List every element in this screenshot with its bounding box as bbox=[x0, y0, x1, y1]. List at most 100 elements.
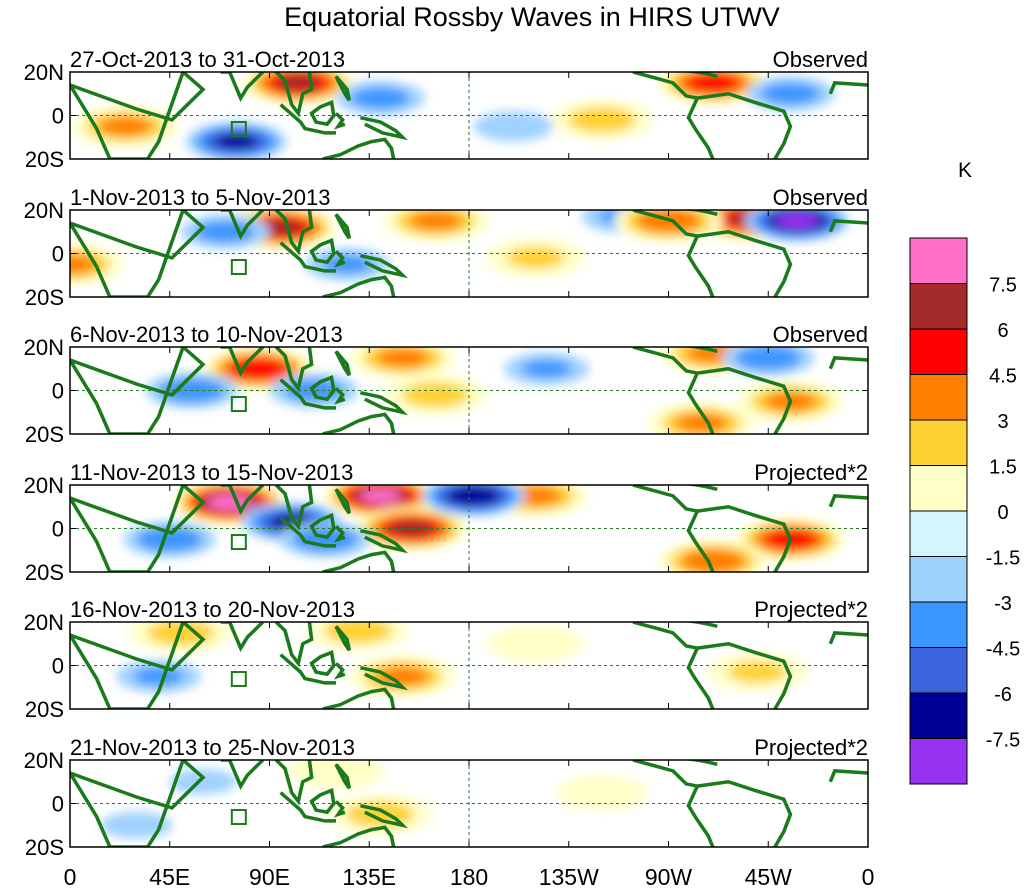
anomaly-contour bbox=[229, 358, 288, 380]
anomaly-contour bbox=[521, 359, 572, 378]
y-tick-label: 0 bbox=[52, 792, 64, 817]
x-tick-label: 90E bbox=[249, 864, 290, 890]
anomaly-contour bbox=[409, 211, 462, 231]
anomaly-contour bbox=[680, 549, 745, 572]
anomaly-contours bbox=[123, 485, 846, 572]
anomaly-contour bbox=[169, 769, 237, 795]
colorbar-level-label: 1.5 bbox=[989, 457, 1017, 479]
y-tick-label: 20N bbox=[24, 473, 64, 498]
colorbar: K 7.5 6 4.5 3 1.5 0 -1.5 -3 -4.5 -6 -7.5 bbox=[909, 159, 1020, 785]
y-tick-label: 20S bbox=[25, 285, 64, 310]
anomaly-contour bbox=[214, 133, 259, 150]
colorbar-level-label: 3 bbox=[997, 411, 1008, 433]
y-tick-label: 20S bbox=[25, 560, 64, 585]
chart-title: Equatorial Rossby Waves in HIRS UTWV bbox=[284, 2, 780, 32]
anomaly-contour bbox=[206, 494, 253, 511]
colorbar-swatch bbox=[909, 419, 968, 466]
anomaly-contour bbox=[487, 624, 584, 663]
anomaly-contour bbox=[505, 246, 566, 269]
y-tick-label: 20N bbox=[24, 198, 64, 223]
x-tick-label: 135E bbox=[342, 864, 396, 890]
anomaly-contour bbox=[376, 667, 429, 686]
colorbar-level-label: 4.5 bbox=[989, 366, 1017, 388]
anomaly-contour bbox=[100, 811, 173, 839]
panel-kind-label: Projected*2 bbox=[754, 735, 868, 760]
anomaly-contour bbox=[761, 82, 820, 105]
panel-period-label: 21-Nov-2013 to 25-Nov-2013 bbox=[70, 735, 355, 760]
anomaly-contour bbox=[735, 347, 801, 371]
map-panel: 20N 0 20S 1-Nov-2013 to 5-Nov-2013 Observed bbox=[24, 185, 869, 310]
reference-box bbox=[230, 534, 247, 551]
anomaly-contour bbox=[195, 220, 255, 243]
x-axis: 0 45E 90E 135E 180 135W 90W 45W 0 bbox=[64, 864, 875, 890]
colorbar-swatch bbox=[909, 738, 968, 785]
panel-kind-label: Projected*2 bbox=[754, 597, 868, 622]
panel-period-label: 27-Oct-2013 to 31-Oct-2013 bbox=[70, 47, 345, 72]
y-tick-label: 20S bbox=[25, 147, 64, 172]
x-tick-label: 0 bbox=[64, 864, 77, 890]
y-tick-label: 0 bbox=[52, 379, 64, 404]
reference-box bbox=[230, 396, 247, 413]
colorbar-level-label: -4.5 bbox=[986, 639, 1020, 661]
map-panel: 20N 0 20S 21-Nov-2013 to 25-Nov-2013 Project… bbox=[24, 735, 869, 860]
anomaly-contour bbox=[99, 117, 152, 136]
y-tick-label: 0 bbox=[52, 104, 64, 129]
anomaly-contour bbox=[133, 667, 184, 686]
y-tick-label: 20S bbox=[25, 697, 64, 722]
colorbar-swatch bbox=[909, 374, 968, 421]
panel-period-label: 1-Nov-2013 to 5-Nov-2013 bbox=[70, 185, 330, 210]
anomaly-contour bbox=[359, 488, 402, 504]
anomaly-contour bbox=[727, 661, 787, 683]
panel-period-label: 16-Nov-2013 to 20-Nov-2013 bbox=[70, 597, 355, 622]
anomaly-contour bbox=[137, 527, 203, 552]
colorbar-swatch bbox=[909, 328, 968, 375]
colorbar-swatch bbox=[909, 692, 968, 739]
anomaly-contour bbox=[322, 255, 373, 274]
anomaly-contour bbox=[351, 87, 410, 109]
anomaly-contour bbox=[70, 255, 96, 274]
colorbar-swatch bbox=[909, 510, 968, 557]
map-panel: 20N 0 20S 27-Oct-2013 to 31-Oct-2013 Observe… bbox=[24, 47, 869, 172]
anomaly-contour bbox=[675, 413, 728, 433]
colorbar-swatch bbox=[909, 601, 968, 648]
anomaly-contour bbox=[686, 73, 740, 93]
panels: 20N 0 20S 27-Oct-2013 to 31-Oct-2013 Observe… bbox=[24, 47, 869, 860]
anomaly-contours bbox=[116, 622, 808, 698]
panel-period-label: 6-Nov-2013 to 10-Nov-2013 bbox=[70, 322, 343, 347]
colorbar-level-label: -3 bbox=[994, 593, 1012, 615]
colorbar-swatch bbox=[909, 283, 968, 330]
y-tick-label: 20S bbox=[25, 835, 64, 860]
map-panel: 20N 0 20S 16-Nov-2013 to 20-Nov-2013 Project… bbox=[24, 597, 869, 722]
reference-box bbox=[230, 809, 247, 826]
colorbar-level-label: 6 bbox=[997, 320, 1008, 342]
colorbar-units-label: K bbox=[958, 159, 972, 182]
x-tick-label: 180 bbox=[450, 864, 488, 890]
map-panel: 20N 0 20S 11-Nov-2013 to 15-Nov-2013 Project… bbox=[24, 460, 869, 585]
y-tick-label: 20N bbox=[24, 60, 64, 85]
y-tick-label: 20N bbox=[24, 610, 64, 635]
y-tick-label: 20N bbox=[24, 748, 64, 773]
y-tick-label: 0 bbox=[52, 654, 64, 679]
panel-kind-label: Projected*2 bbox=[754, 460, 868, 485]
colorbar-swatch bbox=[909, 556, 968, 603]
x-tick-label: 90W bbox=[645, 864, 693, 890]
anomaly-contour bbox=[568, 107, 636, 133]
colorbar-level-label: -7.5 bbox=[986, 730, 1020, 752]
anomaly-contour bbox=[775, 213, 819, 229]
anomaly-contour bbox=[556, 774, 648, 811]
panel-kind-label: Observed bbox=[773, 47, 868, 72]
colorbar-level-label: -6 bbox=[994, 684, 1012, 706]
anomaly-contour bbox=[346, 801, 415, 828]
colorbar-level-label: 7.5 bbox=[989, 275, 1017, 297]
anomaly-contour bbox=[446, 486, 501, 506]
x-tick-label: 0 bbox=[862, 864, 875, 890]
anomaly-field bbox=[70, 210, 868, 297]
anomaly-contour bbox=[376, 348, 429, 368]
colorbar-level-label: -1.5 bbox=[986, 548, 1020, 570]
anomaly-contour bbox=[147, 622, 215, 646]
y-tick-label: 0 bbox=[52, 242, 64, 267]
anomaly-contour bbox=[388, 520, 435, 537]
anomaly-contour bbox=[402, 382, 470, 408]
reference-box bbox=[230, 121, 247, 138]
